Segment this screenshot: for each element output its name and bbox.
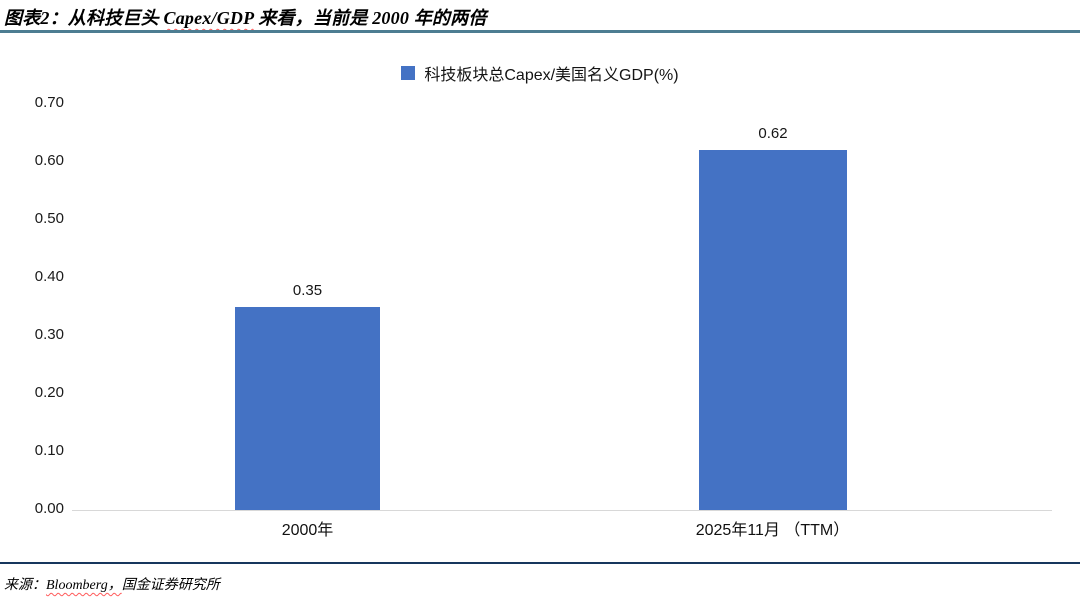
title-divider-rule [0,30,1080,33]
y-axis-tick: 0.00 [34,500,64,517]
x-axis-label-2025-ttm: 2025年11月 （TTM） [695,522,850,539]
figure-title: 图表2：从科技巨头 Capex/GDP 来看，当前是 2000 年的两倍 [4,4,1064,30]
y-axis-tick: 0.40 [34,268,64,285]
footer-divider-rule [0,562,1080,564]
source-note: 来源：Bloomberg，国金证券研究所 [4,574,1064,594]
figure-title-prefix: 图表2：从科技巨头 [4,8,164,28]
x-axis: 2000年 2025年11月 （TTM） [75,520,1050,542]
y-axis-tick: 0.60 [34,152,64,169]
y-axis-tick: 0.50 [34,210,64,227]
legend-swatch-icon [401,66,416,80]
bar-2025-ttm [699,149,847,510]
y-axis-tick: 0.30 [34,326,64,343]
legend-series-label: 科技板块总Capex/美国名义GDP(%) [424,67,679,84]
figure-title-capex-gdp: Capex/GDP [163,8,254,28]
bar-value-label: 0.62 [758,124,788,142]
y-axis-tick: 0.70 [34,94,64,111]
plot-area: 0.35 0.62 [72,103,1052,511]
bar-group-2000: 0.35 [200,103,415,510]
figure-title-suffix: 来看，当前是 2000 年的两倍 [253,8,487,28]
y-axis-tick: 0.10 [34,442,64,459]
source-suffix: 国金证券研究所 [121,578,220,593]
bar-2000 [235,306,380,510]
chart-legend: 科技板块总Capex/美国名义GDP(%) [0,61,1080,85]
bar-value-label: 0.35 [292,281,323,299]
source-vendor: Bloomberg， [46,578,122,593]
x-axis-label-2000: 2000年 [281,522,334,539]
y-axis: 0.70 0.60 0.50 0.40 0.30 0.20 0.10 0.00 [14,94,64,518]
source-prefix: 来源： [4,578,46,593]
y-axis-tick: 0.20 [34,384,64,401]
bar-group-2025: 0.62 [664,103,882,510]
x-axis-baseline [72,510,1052,511]
